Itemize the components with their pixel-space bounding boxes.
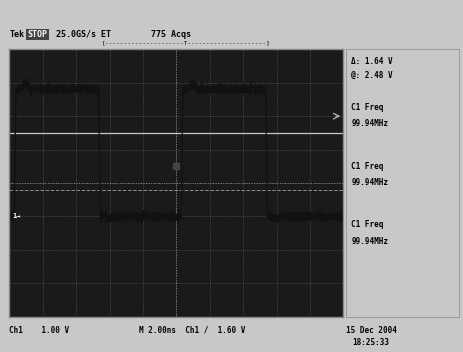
Text: 15 Dec 2004: 15 Dec 2004 (345, 326, 396, 335)
Text: 99.94MHz: 99.94MHz (350, 237, 388, 246)
Text: 18:25:33: 18:25:33 (352, 338, 389, 347)
Text: C1 Freq: C1 Freq (350, 103, 383, 112)
Text: 1→: 1→ (13, 213, 21, 220)
Text: 99.94MHz: 99.94MHz (350, 119, 388, 128)
Text: C1 Freq: C1 Freq (350, 162, 383, 171)
Text: Δ: 1.64 V: Δ: 1.64 V (350, 57, 392, 66)
Text: C1 Freq: C1 Freq (350, 220, 383, 230)
Text: [---------------------T---------------------]: [---------------------T-----------------… (102, 40, 270, 45)
Text: M 2.00ns  Ch1 /  1.60 V: M 2.00ns Ch1 / 1.60 V (139, 326, 245, 335)
Text: @: 2.48 V: @: 2.48 V (350, 71, 392, 80)
Text: Ch1    1.00 V: Ch1 1.00 V (9, 326, 69, 335)
Text: Tek: Tek (9, 30, 24, 39)
Text: 99.94MHz: 99.94MHz (350, 178, 388, 187)
Text: STOP: STOP (28, 30, 48, 39)
Text: 25.0GS/s ET        775 Acqs: 25.0GS/s ET 775 Acqs (56, 30, 190, 39)
